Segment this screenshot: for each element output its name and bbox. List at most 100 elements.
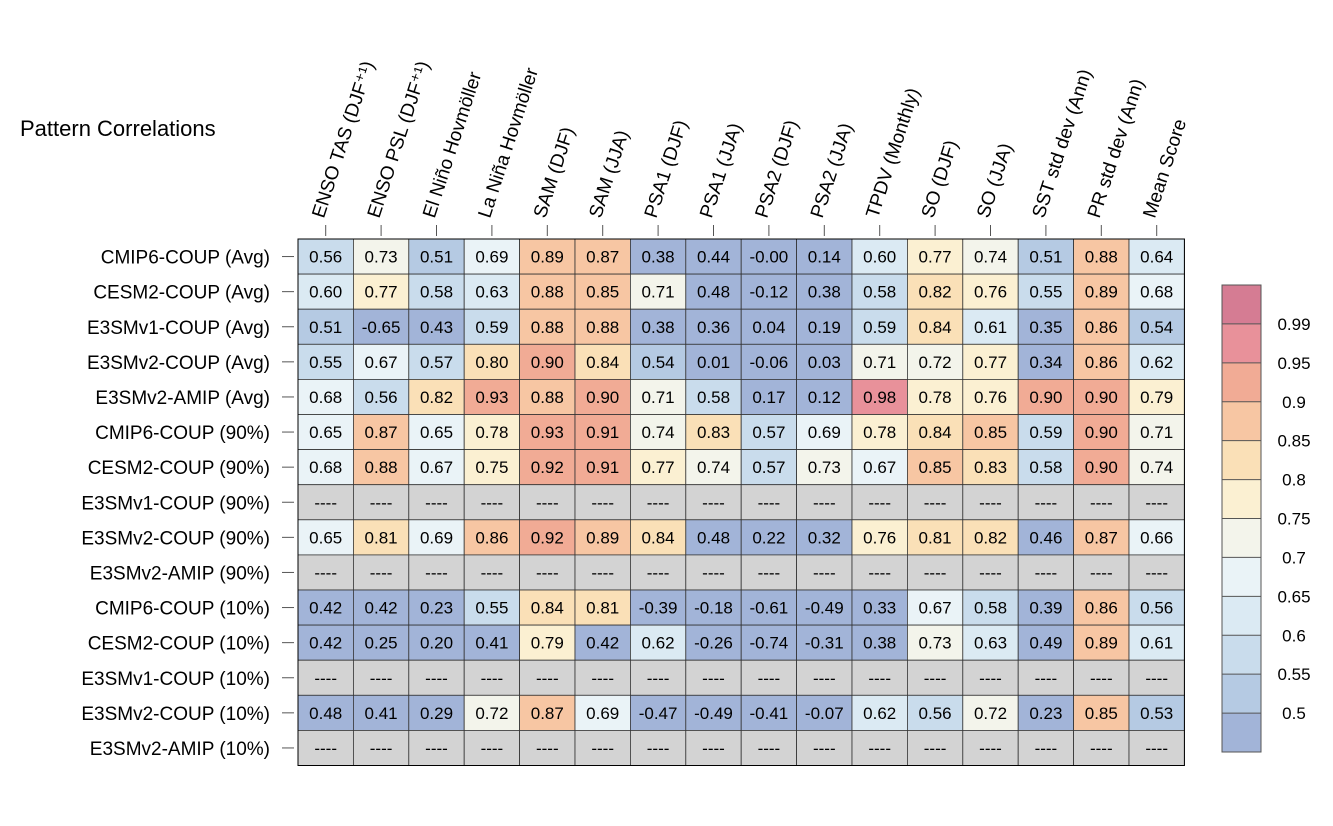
cell-value: 0.66	[1140, 528, 1173, 547]
cell-value: 0.88	[531, 388, 564, 407]
cell-value: 0.74	[1140, 458, 1173, 477]
cell-value: -0.31	[805, 634, 844, 653]
cell-value: 0.38	[642, 318, 675, 337]
cell-value: 0.85	[974, 423, 1007, 442]
heatmap-cell	[1073, 414, 1130, 450]
cell-value: 0.51	[309, 318, 342, 337]
heatmap-cell	[740, 730, 798, 766]
heatmap-cell	[408, 484, 465, 521]
heatmap-cell	[685, 589, 742, 626]
row-label: E3SMv2-COUP (10%)	[81, 704, 270, 725]
cell-value: ----	[868, 563, 891, 582]
column-label: SAM (DJF)	[530, 125, 579, 221]
cell-value: -0.06	[750, 353, 789, 372]
cell-value: 0.80	[475, 353, 508, 372]
heatmap-cell	[1017, 308, 1075, 345]
cell-value: 0.77	[974, 353, 1007, 372]
heatmap-cell	[1073, 449, 1130, 486]
cell-value: 0.65	[309, 423, 342, 442]
cell-value: 0.74	[642, 423, 675, 442]
heatmap-cell	[463, 694, 521, 731]
cell-value: ----	[979, 669, 1002, 688]
row-label: CESM2-COUP (10%)	[88, 634, 270, 655]
heatmap-cell	[463, 730, 521, 766]
heatmap-cell	[962, 449, 1019, 486]
heatmap-cell	[408, 519, 465, 556]
cell-value: 0.77	[642, 458, 675, 477]
heatmap-cell	[796, 694, 853, 731]
heatmap-cell	[962, 554, 1019, 591]
heatmap-cell	[408, 694, 465, 731]
heatmap-cell	[1017, 589, 1075, 626]
cell-value: -0.18	[694, 599, 733, 618]
cell-value: ----	[702, 739, 725, 758]
heatmap-cell	[851, 624, 908, 661]
column-label: SST std dev (Ann)	[1029, 67, 1097, 221]
heatmap-cell	[574, 624, 631, 661]
heatmap-cell	[1128, 519, 1185, 556]
column-label: SO (JJA)	[973, 141, 1017, 221]
heatmap-cell	[1017, 624, 1075, 661]
heatmap-cell	[907, 414, 964, 450]
cell-value: 0.55	[1029, 283, 1062, 302]
column-label: SAM (JJA)	[585, 128, 633, 221]
cell-value: 0.82	[420, 388, 453, 407]
heatmap-cell	[408, 238, 465, 275]
cell-value: 0.88	[365, 458, 398, 477]
colorbar-tick-label: 0.85	[1277, 432, 1310, 451]
colorbar-tick-label: 0.99	[1277, 315, 1310, 334]
heatmap-cell	[630, 238, 687, 275]
cell-value: 0.90	[1029, 388, 1062, 407]
colorbar-swatch	[1222, 713, 1261, 752]
cell-value: 0.38	[642, 248, 675, 267]
heatmap-cell	[796, 589, 853, 626]
colorbar-tick-label: 0.55	[1277, 665, 1310, 684]
cell-value: -0.49	[805, 599, 844, 618]
cell-value: 0.84	[586, 353, 619, 372]
heatmap-cell	[463, 624, 521, 661]
row-label: E3SMv2-COUP (Avg)	[87, 353, 270, 374]
heatmap-cell	[962, 273, 1019, 310]
heatmap-cell	[1017, 378, 1075, 415]
cell-value: 0.68	[1140, 283, 1173, 302]
row-label: E3SMv2-AMIP (90%)	[90, 563, 270, 584]
cell-value: ----	[979, 493, 1002, 512]
cell-value: 0.19	[808, 318, 841, 337]
cell-value: 0.84	[531, 599, 564, 618]
heatmap-cell	[297, 308, 354, 345]
heatmap-cell	[574, 554, 631, 591]
cell-value: ----	[813, 563, 836, 582]
cell-value: 0.67	[919, 599, 952, 618]
cell-value: 0.85	[1085, 704, 1118, 723]
cell-value: ----	[1145, 739, 1168, 758]
cell-value: ----	[868, 493, 891, 512]
cell-value: 0.91	[586, 423, 619, 442]
cell-value: 0.71	[1140, 423, 1173, 442]
cell-value: 0.87	[1085, 528, 1118, 547]
heatmap-cell	[740, 343, 798, 380]
cell-value: 0.88	[531, 318, 564, 337]
cell-value: 0.42	[586, 634, 619, 653]
heatmap-cell	[1017, 484, 1075, 521]
row-label: CESM2-COUP (90%)	[88, 458, 270, 479]
heatmap-cell	[907, 308, 964, 345]
cell-value: 0.86	[1085, 353, 1118, 372]
cell-value: ----	[702, 669, 725, 688]
cell-value: 0.29	[420, 704, 453, 723]
colorbar-swatch	[1222, 285, 1261, 324]
colorbar-swatch	[1222, 635, 1261, 675]
heatmap-cell	[1073, 694, 1130, 731]
cell-value: 0.17	[752, 388, 785, 407]
heatmap-cell	[796, 378, 853, 415]
cell-value: 0.38	[808, 283, 841, 302]
heatmap-cell	[796, 449, 853, 486]
cell-value: 0.32	[808, 528, 841, 547]
cell-value: 0.81	[365, 528, 398, 547]
cell-value: 0.73	[919, 634, 952, 653]
cell-value: 0.54	[1140, 318, 1173, 337]
heatmap-cell	[1128, 484, 1185, 521]
cell-value: 0.51	[420, 248, 453, 267]
cell-value: -0.65	[362, 318, 401, 337]
row-label: CMIP6-COUP (10%)	[95, 599, 270, 620]
cell-value: 0.78	[919, 388, 952, 407]
